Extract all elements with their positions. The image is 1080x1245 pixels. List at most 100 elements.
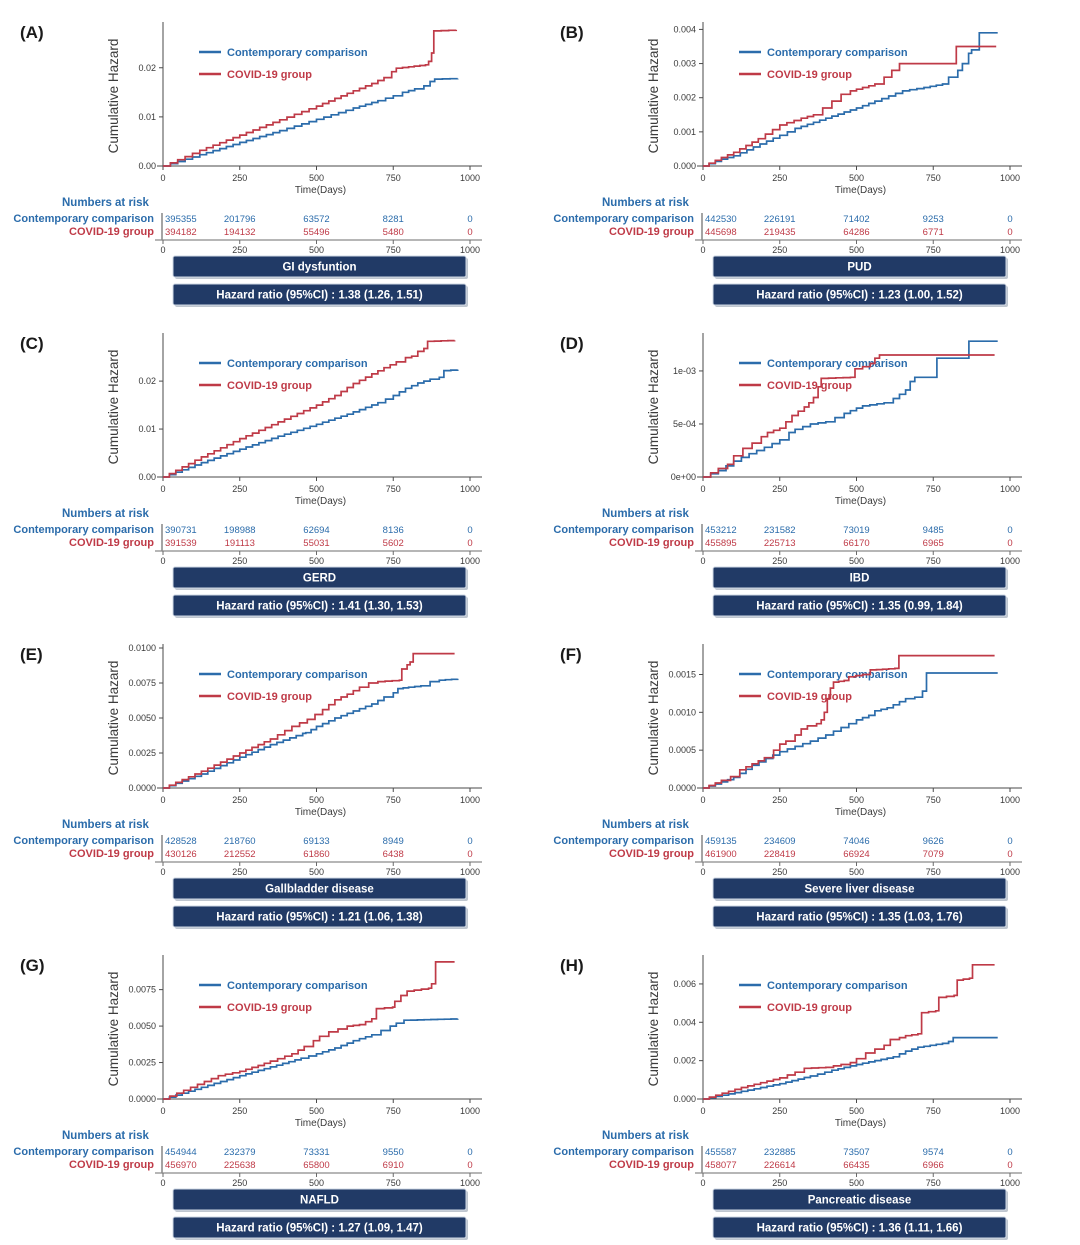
risk-value: 71402	[843, 214, 869, 225]
hazard-curve-contemporary	[163, 1018, 459, 1100]
risk-axis-label: 0	[700, 867, 705, 877]
risk-value: 66924	[843, 849, 869, 860]
risk-value: 0	[1007, 538, 1012, 549]
condition-banner	[172, 566, 467, 589]
y-axis-title: Cumulative Hazard	[646, 661, 661, 776]
x-axis-title: Time(Days)	[295, 1118, 346, 1129]
x-tick-label: 500	[849, 795, 864, 805]
x-tick-label: 1000	[460, 795, 480, 805]
risk-value: 232379	[224, 1147, 256, 1158]
y-tick-label: 0e+00	[671, 472, 696, 482]
hazard-ratio-banner	[712, 594, 1007, 617]
hazard-ratio-banner-label: Hazard ratio (95%CI) : 1.35 (1.03, 1.76)	[756, 912, 963, 924]
numbers-at-risk-title: Numbers at risk	[602, 197, 690, 209]
condition-banner	[712, 566, 1007, 589]
numbers-at-risk-title: Numbers at risk	[62, 819, 150, 831]
legend-label: COVID-19 group	[767, 691, 852, 703]
numbers-at-risk-title: Numbers at risk	[62, 1130, 150, 1142]
y-tick-label: 0.0005	[668, 745, 696, 755]
hazard-curve-contemporary	[163, 369, 459, 478]
risk-value: 62694	[303, 525, 329, 536]
x-tick-label: 250	[232, 1106, 247, 1116]
risk-row-label: COVID-19 group	[609, 537, 694, 549]
x-tick-label: 500	[849, 1106, 864, 1116]
y-tick-label: 0.0025	[128, 748, 156, 758]
hazard-ratio-banner	[172, 594, 467, 617]
y-tick-label: 0.02	[138, 63, 156, 73]
x-tick-label: 0	[160, 484, 165, 494]
risk-row-label: Contemporary comparison	[13, 1146, 154, 1158]
risk-value: 201796	[224, 214, 256, 225]
risk-axis-label: 500	[849, 556, 864, 566]
risk-axis-label: 500	[309, 245, 324, 255]
risk-axis-label: 500	[849, 245, 864, 255]
hazard-curve-covid	[163, 652, 455, 789]
hazard-curve-contemporary	[163, 77, 459, 167]
hazard-curve-covid	[703, 45, 997, 167]
risk-value: 69133	[303, 836, 329, 847]
risk-value: 0	[1007, 1160, 1012, 1171]
x-axis-title: Time(Days)	[835, 1118, 886, 1129]
condition-banner-label: Severe liver disease	[805, 884, 915, 896]
legend-label: Contemporary comparison	[767, 358, 908, 370]
risk-value: 198988	[224, 525, 256, 536]
risk-value: 219435	[764, 227, 796, 238]
risk-value: 458077	[705, 1160, 737, 1171]
panel-letter: (C)	[20, 334, 44, 353]
risk-axis-label: 0	[160, 1178, 165, 1188]
x-tick-label: 750	[386, 795, 401, 805]
risk-value: 455895	[705, 538, 737, 549]
risk-value: 6965	[923, 538, 944, 549]
x-tick-label: 1000	[1000, 173, 1020, 183]
legend-label: Contemporary comparison	[227, 358, 368, 370]
risk-axis-label: 500	[309, 1178, 324, 1188]
y-axis-title: Cumulative Hazard	[106, 972, 121, 1087]
hazard-ratio-banner	[712, 283, 1007, 306]
hazard-curve-contemporary	[703, 340, 998, 478]
hazard-ratio-banner-label: Hazard ratio (95%CI) : 1.21 (1.06, 1.38)	[216, 912, 423, 924]
x-tick-label: 250	[232, 484, 247, 494]
y-tick-label: 0.004	[673, 24, 696, 34]
panel-h-figure: (H) Cumulative Hazard 0.000 0.002 0.004 0.006…	[553, 955, 1022, 1240]
risk-value: 9550	[383, 1147, 404, 1158]
y-tick-label: 0.00	[138, 472, 156, 482]
risk-value: 461900	[705, 849, 737, 860]
x-tick-label: 250	[232, 795, 247, 805]
risk-value: 231582	[764, 525, 796, 536]
risk-value: 459135	[705, 836, 737, 847]
hazard-ratio-banner-label: Hazard ratio (95%CI) : 1.23 (1.00, 1.52)	[756, 290, 963, 302]
legend-label: COVID-19 group	[227, 1002, 312, 1014]
risk-row-label: COVID-19 group	[69, 1159, 154, 1171]
risk-value: 66435	[843, 1160, 869, 1171]
risk-row-label: Contemporary comparison	[13, 213, 154, 225]
risk-axis-label: 250	[232, 245, 247, 255]
risk-value: 0	[467, 849, 472, 860]
risk-axis-label: 500	[309, 867, 324, 877]
x-tick-label: 0	[160, 173, 165, 183]
risk-value: 5602	[383, 538, 404, 549]
y-axis-title: Cumulative Hazard	[106, 350, 121, 465]
x-tick-label: 0	[700, 795, 705, 805]
x-tick-label: 1000	[1000, 1106, 1020, 1116]
hazard-curve-contemporary	[703, 1036, 998, 1100]
y-axis-title: Cumulative Hazard	[106, 661, 121, 776]
risk-value: 232885	[764, 1147, 796, 1158]
risk-axis-label: 250	[232, 1178, 247, 1188]
risk-axis-label: 0	[700, 245, 705, 255]
risk-value: 225713	[764, 538, 796, 549]
x-axis-title: Time(Days)	[835, 185, 886, 196]
panel-letter: (E)	[20, 645, 43, 664]
y-tick-label: 0.003	[673, 59, 696, 69]
x-tick-label: 1000	[1000, 795, 1020, 805]
risk-value: 394182	[165, 227, 197, 238]
risk-value: 9626	[923, 836, 944, 847]
x-tick-label: 750	[926, 484, 941, 494]
risk-value: 456970	[165, 1160, 197, 1171]
risk-value: 65800	[303, 1160, 329, 1171]
risk-axis-label: 250	[232, 867, 247, 877]
risk-value: 55031	[303, 538, 329, 549]
panel-letter: (A)	[20, 23, 44, 42]
panel-letter: (F)	[560, 645, 582, 664]
y-tick-label: 0.000	[673, 161, 696, 171]
numbers-at-risk-title: Numbers at risk	[602, 1130, 690, 1142]
